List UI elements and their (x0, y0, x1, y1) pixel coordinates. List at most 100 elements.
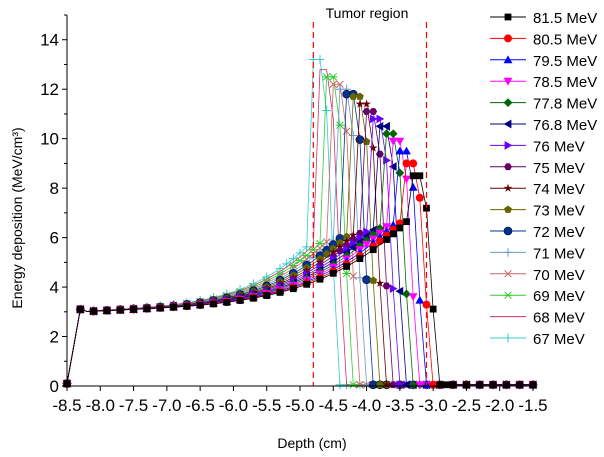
data-point-marker (262, 272, 272, 282)
data-point-marker (402, 289, 411, 299)
x-tick-label: -6.5 (185, 396, 214, 415)
legend-label: 73 MeV (533, 203, 585, 220)
series-68-MeV (66, 69, 533, 386)
data-point-marker (504, 13, 512, 21)
data-point-marker (289, 285, 297, 293)
data-point-marker (329, 269, 337, 277)
data-point-marker (504, 205, 512, 213)
data-point-marker (503, 183, 513, 192)
legend-item: 67 MeV (490, 331, 585, 348)
data-point-marker (504, 141, 513, 150)
data-point-marker (408, 182, 418, 191)
data-point-marker (369, 114, 378, 124)
legend-item: 81.5 MeV (490, 10, 597, 27)
x-tick-label: -3.5 (385, 396, 414, 415)
series-line (66, 88, 533, 386)
y-axis-label: Energy deposition (MeV/cm³) (9, 127, 25, 308)
data-point-marker (210, 300, 217, 308)
data-point-marker (415, 193, 424, 202)
series-line (66, 175, 533, 386)
data-point-marker (408, 380, 418, 390)
series-74-MeV (62, 99, 538, 389)
data-point-marker (250, 294, 257, 302)
data-point-marker (315, 55, 325, 64)
data-point-marker (76, 305, 84, 313)
y-tick-label: 10 (40, 130, 59, 149)
legend-label: 70 MeV (533, 267, 585, 284)
series-81_5-MeV (63, 172, 537, 389)
data-point-marker (369, 276, 378, 284)
legend-label: 78.5 MeV (533, 74, 597, 91)
data-point-marker (343, 263, 350, 270)
data-point-marker (395, 137, 405, 146)
data-point-marker (355, 135, 365, 144)
series-line (66, 69, 533, 386)
data-point-marker (375, 237, 384, 246)
data-point-marker (409, 159, 418, 168)
data-point-marker (382, 129, 391, 139)
series-line (66, 103, 533, 386)
data-point-marker (328, 73, 338, 81)
legend-label: 67 MeV (533, 331, 585, 348)
data-point-marker (356, 233, 365, 243)
data-point-marker (382, 121, 390, 131)
data-point-marker (295, 248, 305, 258)
data-point-marker (342, 232, 351, 241)
data-point-marker (375, 278, 385, 287)
data-point-marker (503, 55, 513, 64)
data-point-marker (103, 307, 111, 315)
y-tick-label: 14 (40, 31, 59, 50)
x-tick-label: -5.5 (252, 396, 281, 415)
series-67-MeV (62, 55, 538, 390)
data-point-marker (402, 159, 411, 168)
y-tick-label: 8 (50, 179, 59, 198)
legend-label: 77.8 MeV (533, 96, 597, 113)
legend-item: 76 MeV (490, 138, 585, 155)
data-point-marker (502, 381, 510, 389)
data-point-marker (295, 256, 305, 265)
data-point-marker (503, 291, 513, 299)
data-point-marker (355, 99, 365, 108)
series-line (66, 83, 533, 386)
legend-item: 72 MeV (490, 224, 585, 241)
legend-label: 69 MeV (533, 288, 585, 305)
legend-item: 68 MeV (490, 310, 585, 327)
legend-item: 75 MeV (490, 160, 585, 177)
data-point-marker (436, 381, 444, 389)
data-point-marker (388, 137, 398, 146)
x-tick-label: -6.0 (219, 396, 248, 415)
data-point-marker (504, 270, 512, 278)
x-tick-label: -3.0 (418, 396, 447, 415)
data-point-marker (362, 275, 371, 284)
data-point-marker (368, 230, 378, 240)
x-tick-label: -4.0 (352, 396, 381, 415)
data-point-marker (303, 280, 311, 288)
x-tick-label: -4.5 (319, 396, 348, 415)
data-point-marker (449, 381, 457, 389)
data-point-marker (395, 286, 404, 296)
data-point-marker (356, 92, 364, 100)
data-point-marker (529, 381, 537, 389)
data-point-marker (329, 80, 338, 89)
plot-layer (62, 22, 538, 390)
data-point-marker (423, 204, 430, 212)
series-line (66, 133, 533, 386)
data-point-marker (476, 381, 484, 389)
data-point-marker (415, 295, 425, 304)
data-point-marker (349, 92, 358, 100)
x-tick-label: -7.0 (152, 396, 181, 415)
data-point-marker (342, 269, 351, 278)
series-79_5-MeV (62, 146, 538, 389)
series-69-MeV (62, 73, 538, 389)
data-point-marker (130, 306, 137, 313)
data-point-marker (342, 236, 351, 246)
x-tick-label: -2.0 (485, 396, 514, 415)
legend-item: 70 MeV (490, 267, 585, 284)
data-point-marker (489, 381, 497, 389)
data-point-marker (389, 381, 398, 389)
x-tick-label: -7.5 (119, 396, 148, 415)
legend-label: 72 MeV (533, 224, 585, 241)
data-point-marker (362, 108, 371, 115)
series-line (66, 150, 533, 386)
